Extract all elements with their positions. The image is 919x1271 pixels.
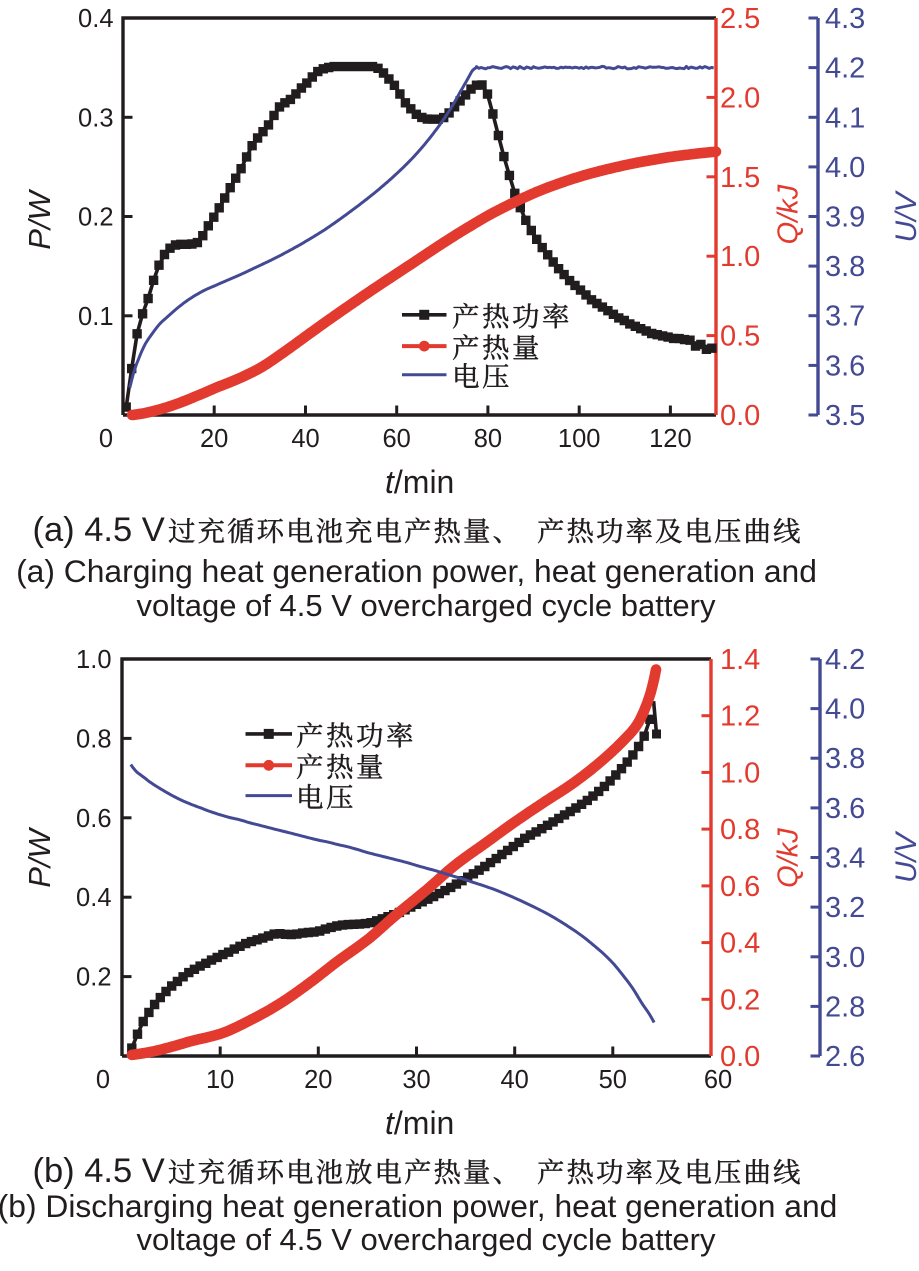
svg-text:3.6: 3.6 [825,350,865,382]
svg-text:3.2: 3.2 [825,892,865,924]
svg-text:0.2: 0.2 [720,984,760,1016]
svg-text:30: 30 [402,1066,430,1094]
svg-text:2.6: 2.6 [825,1041,865,1073]
svg-text:40: 40 [291,425,319,453]
svg-text:(a) 4.5 V: (a) 4.5 V [33,511,165,549]
svg-text:(b) 4.5 V: (b) 4.5 V [33,1152,165,1190]
svg-text:Q/kJ: Q/kJ [773,184,805,244]
svg-text:1.5: 1.5 [720,162,760,194]
svg-text:0.4: 0.4 [76,884,111,912]
svg-text:4.1: 4.1 [825,102,865,134]
svg-text:voltage of 4.5 V overcharged c: voltage of 4.5 V overcharged cycle batte… [137,588,716,623]
svg-text:0.2: 0.2 [78,204,113,232]
svg-text:3.5: 3.5 [825,400,865,432]
svg-text:0.2: 0.2 [76,964,111,992]
svg-text:0.0: 0.0 [720,400,760,432]
svg-text:20: 20 [200,425,228,453]
svg-text:4.2: 4.2 [825,53,865,85]
svg-text:t/min: t/min [385,1105,454,1141]
svg-text:120: 120 [649,425,692,453]
svg-text:0.3: 0.3 [78,104,113,132]
svg-text:0.6: 0.6 [76,805,111,833]
svg-text:(a) Charging heat generation p: (a) Charging heat generation power, heat… [16,553,817,589]
svg-text:1.0: 1.0 [720,757,760,789]
svg-text:1.2: 1.2 [720,701,760,733]
svg-text:0.5: 0.5 [720,321,760,353]
svg-text:U/V: U/V [890,190,919,243]
svg-text:U/V: U/V [890,830,919,883]
svg-text:1.0: 1.0 [720,241,760,273]
svg-text:0.6: 0.6 [720,871,760,903]
svg-text:100: 100 [558,425,601,453]
svg-text:0.1: 0.1 [78,303,113,331]
svg-text:P/W: P/W [22,826,57,887]
svg-text:0.4: 0.4 [720,928,760,960]
svg-text:0.0: 0.0 [720,1041,760,1073]
svg-text:3.6: 3.6 [825,793,865,825]
svg-text:voltage of 4.5 V overcharged c: voltage of 4.5 V overcharged cycle batte… [137,1222,716,1257]
svg-text:60: 60 [383,425,411,453]
svg-text:Q/kJ: Q/kJ [773,828,805,888]
svg-text:3.8: 3.8 [825,251,865,283]
svg-text:t/min: t/min [385,464,454,500]
svg-text:3.7: 3.7 [825,301,865,333]
svg-text:1.0: 1.0 [76,646,111,674]
svg-text:80: 80 [474,425,502,453]
svg-text:2.5: 2.5 [720,3,760,35]
svg-text:40: 40 [501,1066,529,1094]
svg-text:0.4: 0.4 [78,5,113,33]
svg-text:(b) Discharging heat generatio: (b) Discharging heat generation power, h… [0,1188,837,1224]
svg-text:20: 20 [304,1066,332,1094]
svg-text:10: 10 [206,1066,234,1094]
svg-text:3.9: 3.9 [825,202,865,234]
svg-text:60: 60 [704,1066,732,1094]
svg-text:4.0: 4.0 [825,152,865,184]
svg-text:2.0: 2.0 [720,82,760,114]
svg-text:3.4: 3.4 [825,843,865,875]
svg-text:4.2: 4.2 [825,644,865,676]
svg-text:3.8: 3.8 [825,743,865,775]
svg-text:50: 50 [599,1066,627,1094]
svg-text:0.8: 0.8 [720,814,760,846]
svg-text:0: 0 [96,1066,110,1094]
svg-text:2.8: 2.8 [825,991,865,1023]
svg-text:4.3: 4.3 [825,3,865,35]
svg-text:0: 0 [99,425,113,453]
svg-text:1.4: 1.4 [720,644,760,676]
svg-text:3.0: 3.0 [825,942,865,974]
svg-text:0.8: 0.8 [76,725,111,753]
svg-text:P/W: P/W [22,188,57,249]
svg-text:4.0: 4.0 [825,694,865,726]
